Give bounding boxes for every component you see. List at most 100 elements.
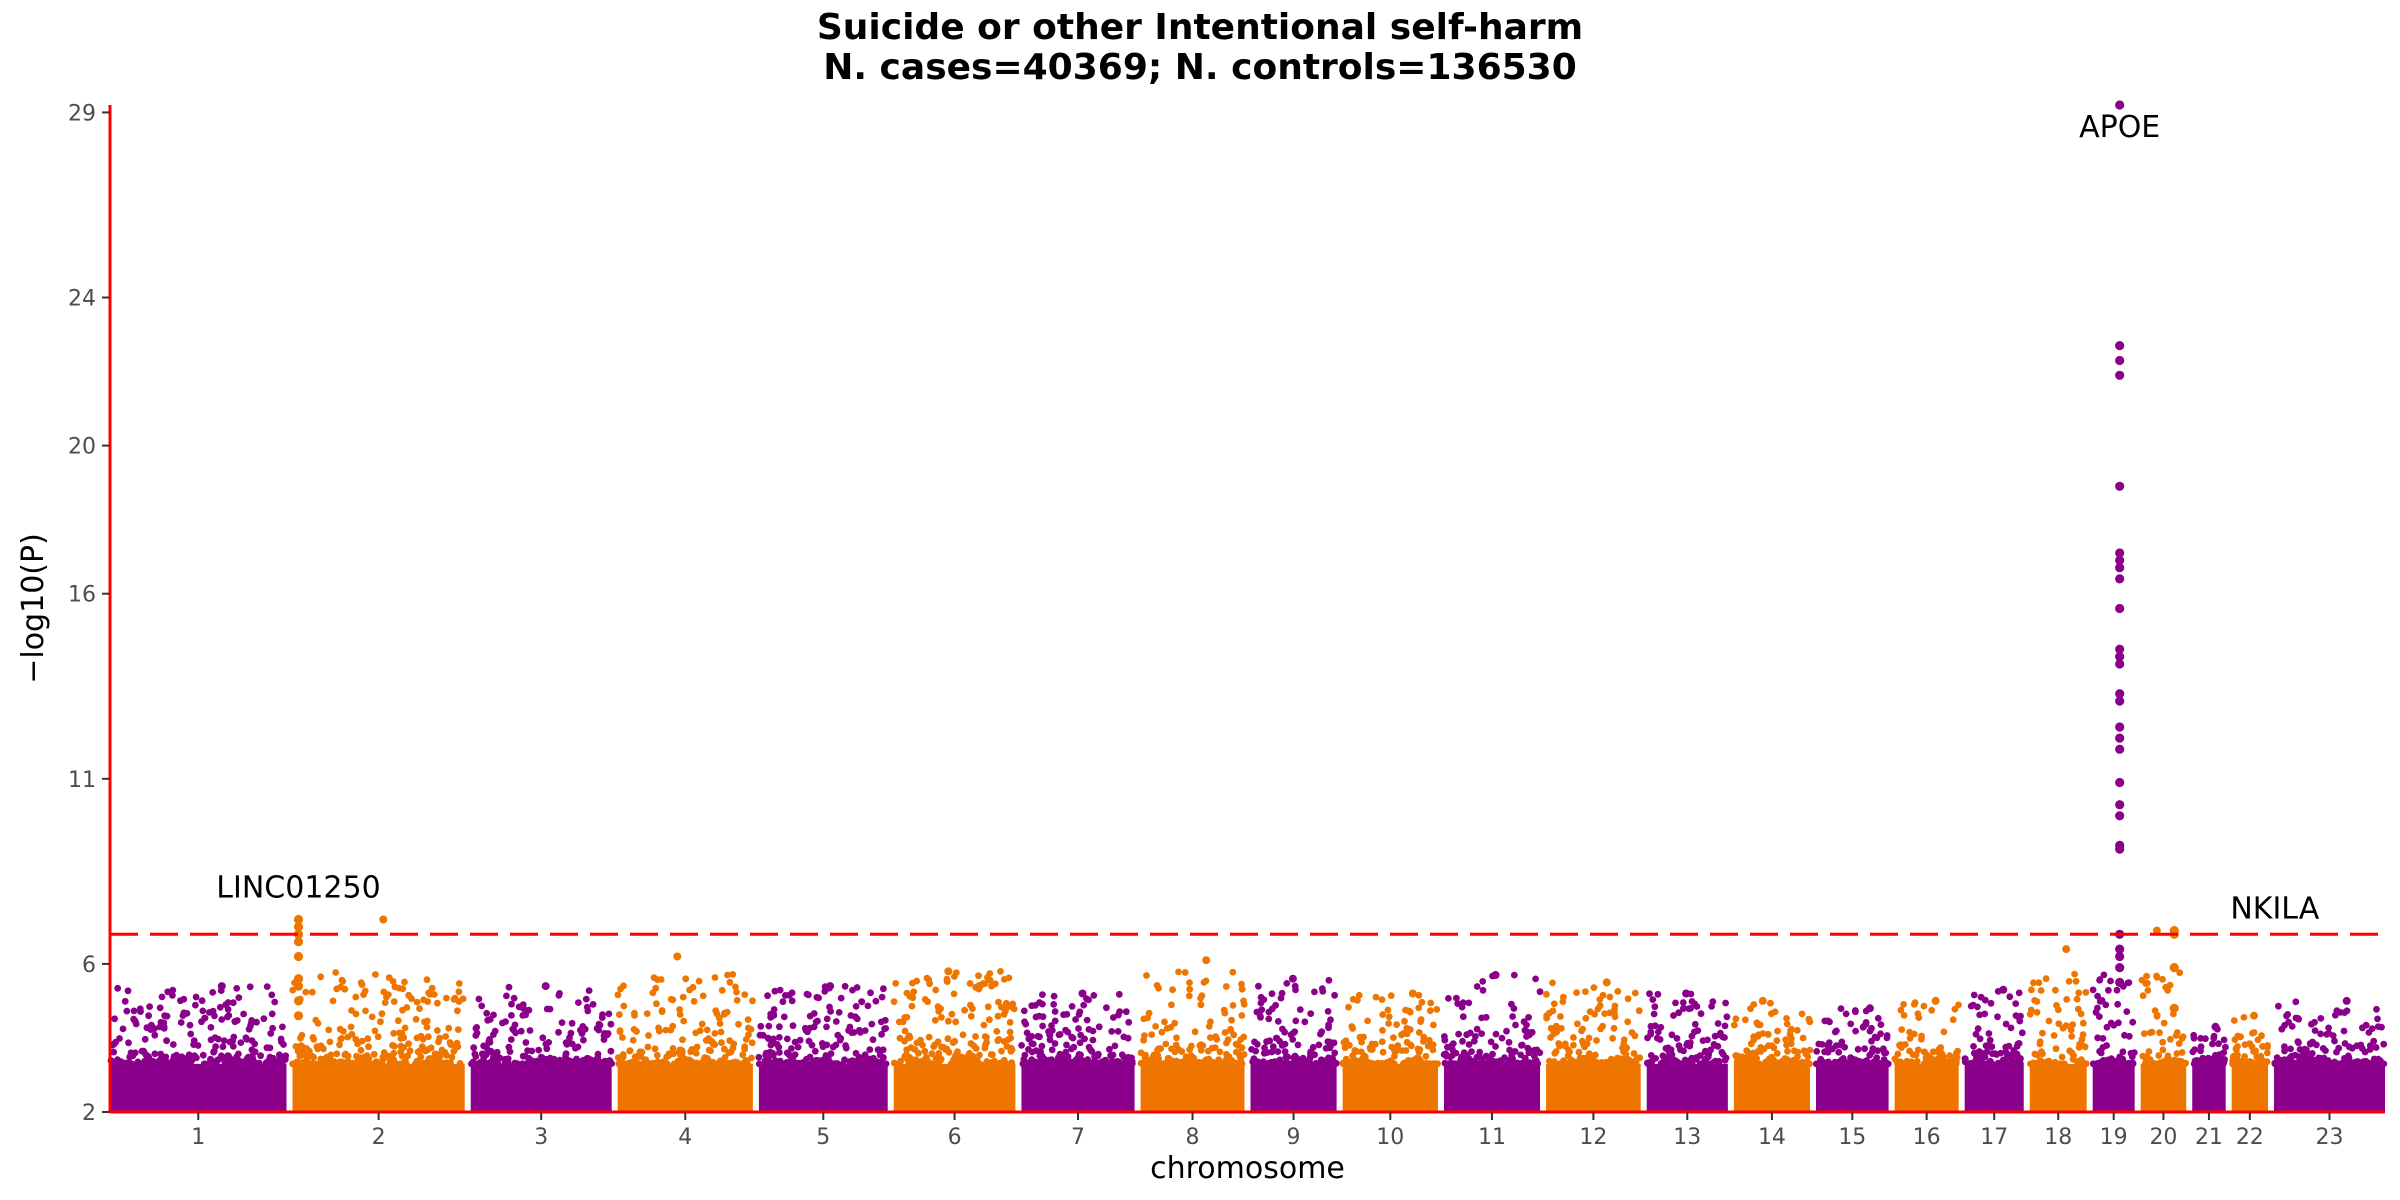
snp-point — [1202, 977, 1210, 985]
snp-point — [943, 975, 951, 983]
snp-point — [364, 1035, 372, 1043]
snp-point — [512, 1029, 519, 1037]
snp-point — [243, 1036, 251, 1043]
hit-point — [293, 996, 304, 1006]
snp-point — [198, 997, 206, 1005]
snp-point — [230, 1033, 238, 1041]
snp-point — [967, 1012, 975, 1020]
snp-point — [1587, 1060, 1594, 1068]
snp-point — [1034, 1059, 1042, 1067]
snp-point — [192, 993, 200, 1001]
snp-point — [1191, 1028, 1199, 1036]
snp-point — [882, 1025, 890, 1032]
snp-point — [522, 1011, 529, 1019]
snp-point — [688, 1046, 696, 1053]
snp-point — [362, 1007, 369, 1015]
snp-point — [2089, 986, 2097, 994]
snp-point — [448, 1053, 456, 1061]
snp-point — [180, 1009, 188, 1017]
snp-point — [131, 1049, 139, 1057]
snp-point — [2082, 989, 2090, 996]
snp-point — [1549, 1007, 1557, 1015]
snp-point — [190, 1041, 198, 1048]
snp-point — [1970, 1043, 1977, 1050]
snp-point — [1880, 1058, 1888, 1066]
snp-point — [1499, 1060, 1506, 1068]
snp-point — [390, 1029, 398, 1037]
snp-point — [1915, 1014, 1923, 1021]
snp-point — [931, 1016, 939, 1024]
snp-point — [1644, 1034, 1651, 1042]
snp-point — [676, 1006, 683, 1013]
snp-point — [1248, 1046, 1255, 1053]
snp-point — [717, 1028, 725, 1036]
snp-point — [490, 1031, 497, 1038]
snp-point — [1719, 1051, 1727, 1058]
snp-point — [1155, 984, 1162, 992]
snp-point — [921, 1060, 928, 1068]
snp-point — [1651, 1022, 1659, 1030]
snp-point — [443, 994, 450, 1002]
snp-point — [1854, 1045, 1862, 1053]
snp-point — [1986, 1036, 1994, 1044]
snp-point — [811, 1047, 819, 1055]
snp-point — [323, 1053, 331, 1061]
snp-point — [925, 1033, 933, 1041]
snp-point — [1291, 982, 1299, 990]
snp-point — [1108, 1028, 1116, 1035]
x-tick-label: 3 — [534, 1125, 548, 1150]
snp-point — [268, 991, 276, 999]
snp-point — [1894, 1050, 1902, 1058]
snp-point — [413, 1058, 420, 1066]
snp-point — [921, 1047, 929, 1055]
chromosome-15-points — [1812, 1004, 1892, 1112]
snp-point — [1579, 1040, 1587, 1048]
snp-point — [1232, 1059, 1240, 1067]
snp-point — [1061, 1053, 1069, 1061]
snp-point — [251, 1048, 259, 1056]
snp-point — [297, 1042, 305, 1049]
snp-point — [767, 1041, 775, 1049]
snp-point — [417, 1053, 425, 1061]
snp-point — [847, 1012, 855, 1019]
snp-point — [966, 980, 974, 987]
snp-point — [199, 1051, 207, 1059]
snp-point — [1000, 976, 1008, 983]
snp-point — [1487, 1060, 1495, 1068]
snp-point — [1080, 1001, 1088, 1009]
snp-point — [1732, 1015, 1740, 1023]
snp-point — [780, 1013, 788, 1021]
snp-point — [1547, 1034, 1554, 1041]
snp-point — [1574, 1020, 1581, 1028]
chart-subtitle: N. cases=40369; N. controls=136530 — [823, 47, 1577, 88]
snp-point — [1750, 1033, 1758, 1040]
snp-point — [1877, 1021, 1885, 1028]
hit-point — [293, 914, 304, 925]
snp-point — [539, 1034, 547, 1042]
snp-point — [1162, 1040, 1170, 1048]
snp-point — [1240, 1033, 1248, 1041]
snp-point — [1704, 1053, 1712, 1061]
hit-point — [2115, 696, 2125, 706]
snp-point — [2341, 1055, 2348, 1062]
snp-point — [2346, 1059, 2354, 1067]
snp-point — [2103, 1023, 2111, 1031]
snp-point — [1010, 1005, 1018, 1013]
snp-point — [2151, 1007, 2159, 1014]
x-tick-label: 13 — [1673, 1125, 1701, 1150]
snp-point — [567, 1058, 575, 1065]
snp-point — [682, 975, 690, 983]
snp-point — [1240, 997, 1247, 1005]
snp-point — [2050, 1032, 2058, 1039]
peak-point — [1408, 989, 1417, 998]
snp-point — [235, 994, 243, 1001]
snp-point — [365, 1043, 372, 1051]
snp-point — [630, 1026, 638, 1033]
snp-point — [1319, 987, 1327, 995]
snp-point — [841, 1056, 848, 1064]
peak-point — [1202, 956, 1211, 965]
snp-point — [711, 974, 719, 981]
snp-point — [332, 969, 340, 976]
snp-point — [2178, 1049, 2186, 1056]
snp-point — [1050, 1001, 1058, 1008]
